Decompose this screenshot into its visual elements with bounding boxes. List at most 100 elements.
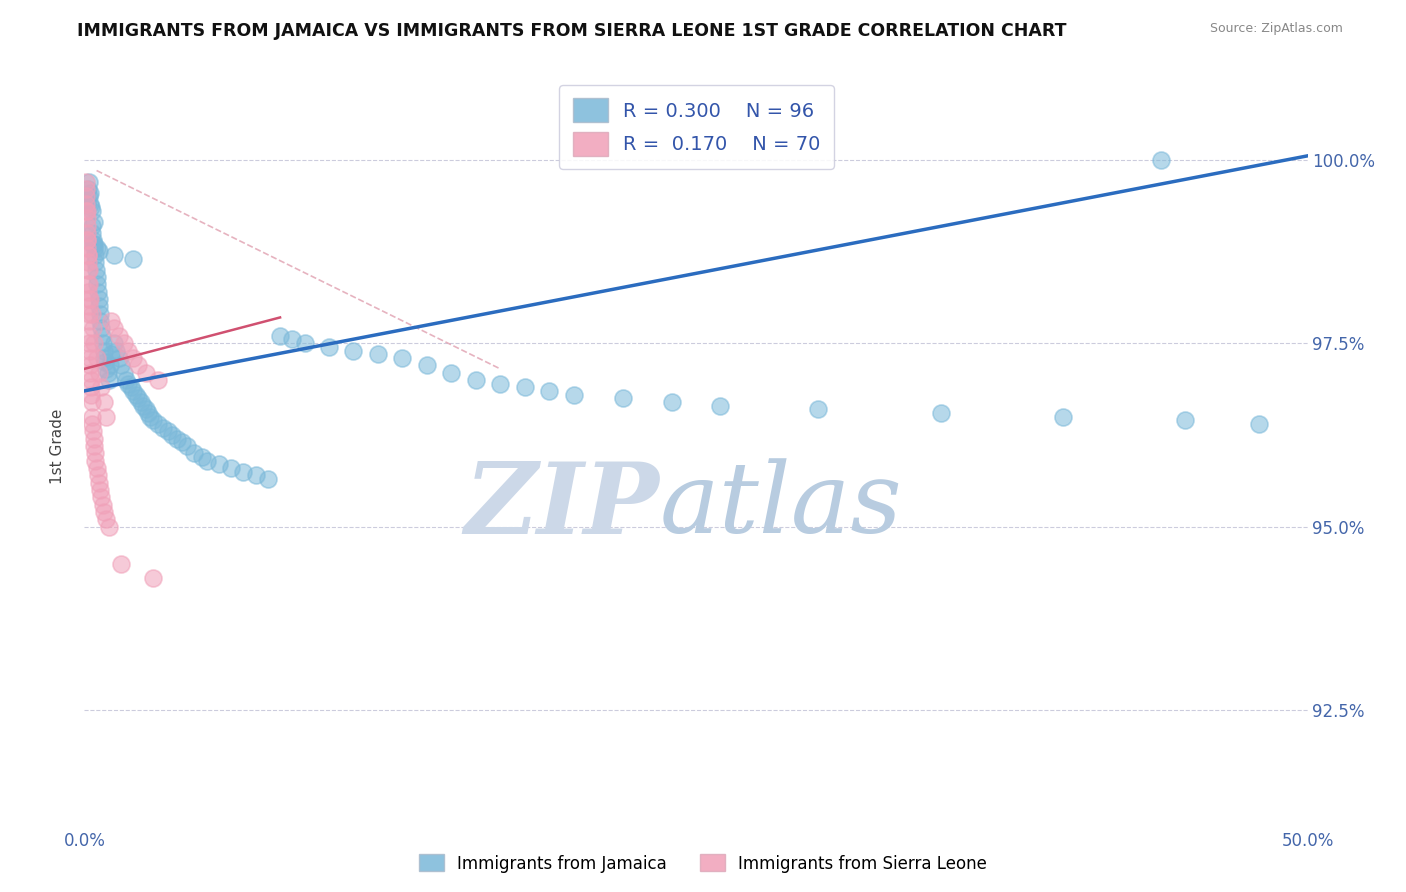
Point xyxy=(100,347,122,361)
Text: Source: ZipAtlas.com: Source: ZipAtlas.com xyxy=(1209,22,1343,36)
Point xyxy=(97,366,120,380)
Point xyxy=(80,387,103,401)
Point xyxy=(367,347,389,361)
Point xyxy=(318,340,340,354)
Point xyxy=(96,512,118,526)
Point xyxy=(122,351,145,365)
Point xyxy=(82,237,104,252)
Point xyxy=(79,186,101,200)
Point xyxy=(93,343,115,358)
Point xyxy=(191,450,214,464)
Point xyxy=(294,336,316,351)
Point xyxy=(76,233,98,247)
Point xyxy=(1052,409,1074,424)
Point xyxy=(929,406,952,420)
Point xyxy=(76,248,98,262)
Point xyxy=(416,358,439,372)
Point xyxy=(77,277,100,292)
Point xyxy=(91,336,114,351)
Point xyxy=(87,292,110,306)
Point xyxy=(1150,153,1173,167)
Point xyxy=(75,203,97,218)
Point xyxy=(87,475,110,490)
Point xyxy=(612,391,634,405)
Point xyxy=(176,439,198,453)
Point xyxy=(76,255,98,269)
Point xyxy=(152,420,174,434)
Point xyxy=(82,417,104,431)
Point xyxy=(79,343,101,358)
Y-axis label: 1st Grade: 1st Grade xyxy=(51,409,65,483)
Point xyxy=(77,307,100,321)
Text: IMMIGRANTS FROM JAMAICA VS IMMIGRANTS FROM SIERRA LEONE 1ST GRADE CORRELATION CH: IMMIGRANTS FROM JAMAICA VS IMMIGRANTS FR… xyxy=(77,22,1067,40)
Point xyxy=(90,491,112,505)
Point xyxy=(195,453,218,467)
Point xyxy=(96,362,118,376)
Point xyxy=(807,402,830,417)
Point xyxy=(91,498,114,512)
Point xyxy=(110,358,132,372)
Point xyxy=(75,196,97,211)
Point xyxy=(77,262,100,277)
Point xyxy=(172,435,194,450)
Point xyxy=(122,384,145,398)
Point xyxy=(76,211,98,226)
Point xyxy=(77,262,100,277)
Point xyxy=(84,262,107,277)
Point xyxy=(82,425,104,439)
Point xyxy=(77,328,100,343)
Point xyxy=(79,336,101,351)
Point xyxy=(77,175,100,189)
Point xyxy=(115,373,138,387)
Point xyxy=(77,248,100,262)
Point xyxy=(75,189,97,203)
Point xyxy=(83,446,105,460)
Point xyxy=(232,465,254,479)
Point xyxy=(391,351,413,365)
Point xyxy=(183,446,205,460)
Point xyxy=(83,237,105,252)
Point xyxy=(77,292,100,306)
Point xyxy=(90,321,112,335)
Text: atlas: atlas xyxy=(659,458,903,554)
Point xyxy=(83,241,105,255)
Point xyxy=(136,406,159,420)
Point xyxy=(77,285,100,299)
Legend: Immigrants from Jamaica, Immigrants from Sierra Leone: Immigrants from Jamaica, Immigrants from… xyxy=(412,847,994,880)
Point xyxy=(89,483,111,497)
Point xyxy=(76,241,98,255)
Point xyxy=(86,277,108,292)
Point xyxy=(107,328,129,343)
Point xyxy=(107,351,129,365)
Point xyxy=(112,366,135,380)
Point xyxy=(86,270,108,285)
Point xyxy=(79,358,101,372)
Point xyxy=(87,285,110,299)
Point xyxy=(166,432,188,446)
Point xyxy=(135,402,157,417)
Point xyxy=(83,432,105,446)
Point xyxy=(513,380,536,394)
Point xyxy=(146,373,169,387)
Point xyxy=(440,366,463,380)
Point xyxy=(84,255,107,269)
Point xyxy=(80,395,103,409)
Point xyxy=(269,328,291,343)
Point xyxy=(77,314,100,328)
Point xyxy=(77,189,100,203)
Point xyxy=(76,233,98,247)
Point xyxy=(80,373,103,387)
Point xyxy=(146,417,169,431)
Point xyxy=(562,387,585,401)
Point xyxy=(103,321,125,335)
Point xyxy=(94,354,117,368)
Point xyxy=(79,351,101,365)
Point xyxy=(97,373,120,387)
Point xyxy=(219,461,242,475)
Point xyxy=(1174,413,1197,427)
Point xyxy=(103,248,125,262)
Point xyxy=(132,399,155,413)
Point xyxy=(142,413,165,427)
Point xyxy=(98,358,121,372)
Point xyxy=(76,196,98,211)
